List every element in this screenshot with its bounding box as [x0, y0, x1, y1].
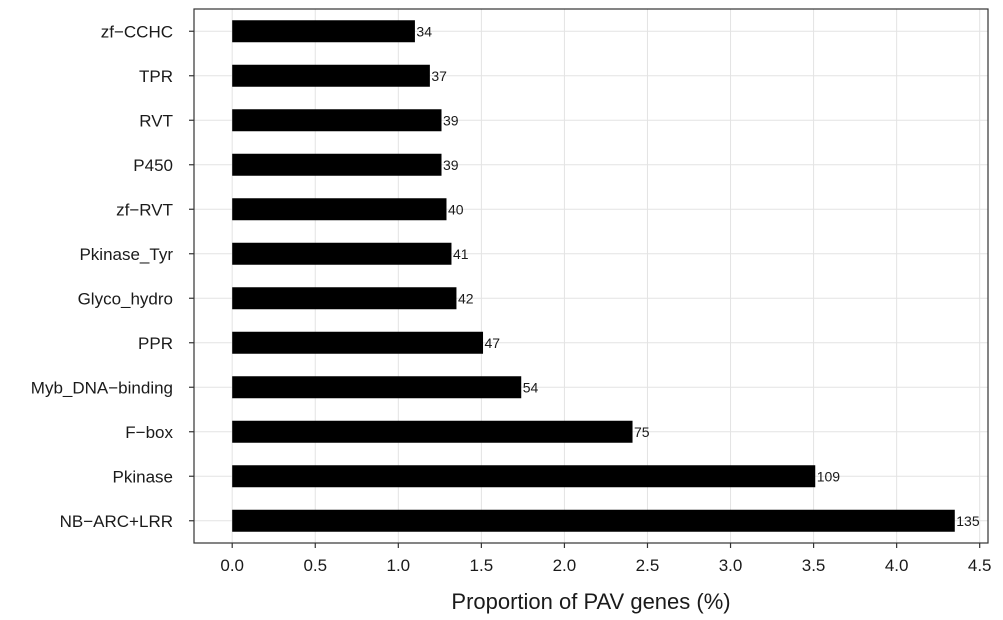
bar-value-label: 40 [448, 201, 464, 217]
bar-value-label: 47 [485, 335, 501, 351]
x-tick-label: 1.0 [386, 556, 410, 575]
bar [232, 242, 452, 265]
y-tick-label: Pkinase [113, 467, 173, 486]
bar-value-label: 37 [431, 68, 447, 84]
bars [232, 20, 955, 532]
bar [232, 465, 816, 488]
bar-value-label: 39 [443, 157, 459, 173]
y-axis: zf−CCHC TPR RVT P450 zf−RVT Pkinase_Tyr Glyco_… [31, 22, 194, 531]
x-tick-label: 3.0 [719, 556, 743, 575]
y-tick-label: NB−ARC+LRR [60, 512, 173, 531]
y-tick-label: F−box [125, 423, 173, 442]
x-tick-label: 2.0 [553, 556, 577, 575]
bar [232, 509, 955, 532]
bar-value-label: 41 [453, 246, 469, 262]
x-axis-title: Proportion of PAV genes (%) [451, 589, 730, 614]
y-tick-label: PPR [138, 334, 173, 353]
bar-value-label: 42 [458, 290, 474, 306]
y-tick-label: Glyco_hydro [78, 289, 173, 308]
y-tick-label: RVT [139, 111, 173, 130]
bar [232, 153, 442, 176]
x-tick-label: 4.0 [885, 556, 909, 575]
y-tick-label: P450 [133, 156, 173, 175]
bar [232, 64, 430, 87]
x-tick-label: 1.5 [470, 556, 494, 575]
y-tick-label: TPR [139, 67, 173, 86]
y-tick-label: Myb_DNA−binding [31, 378, 173, 397]
x-tick-label: 0.0 [220, 556, 244, 575]
y-tick-label: zf−RVT [116, 200, 173, 219]
bar-value-labels: 34 37 39 39 40 41 42 47 54 75 109 135 [416, 23, 979, 529]
bar [232, 20, 415, 43]
x-tick-label: 3.5 [802, 556, 826, 575]
bar [232, 198, 447, 221]
y-tick-label: Pkinase_Tyr [79, 245, 173, 264]
gridlines [194, 9, 988, 543]
plot-panel-border [193, 8, 989, 544]
y-tick-label: zf−CCHC [101, 22, 173, 41]
x-tick-label: 0.5 [303, 556, 327, 575]
bar-value-label: 39 [443, 112, 459, 128]
bar [232, 109, 442, 132]
x-tick-label: 2.5 [636, 556, 660, 575]
bar-value-label: 75 [634, 424, 650, 440]
bar-value-label: 34 [416, 23, 432, 39]
bar-value-label: 54 [523, 379, 539, 395]
bar [232, 376, 522, 399]
bar-value-label: 135 [956, 513, 980, 529]
x-axis: 0.0 0.5 1.0 1.5 2.0 2.5 3.0 3.5 4.0 4.5 [220, 543, 992, 575]
bar-value-label: 109 [817, 468, 841, 484]
x-tick-label: 4.5 [968, 556, 992, 575]
bar [232, 287, 457, 310]
bar [232, 331, 484, 354]
bar [232, 420, 633, 443]
